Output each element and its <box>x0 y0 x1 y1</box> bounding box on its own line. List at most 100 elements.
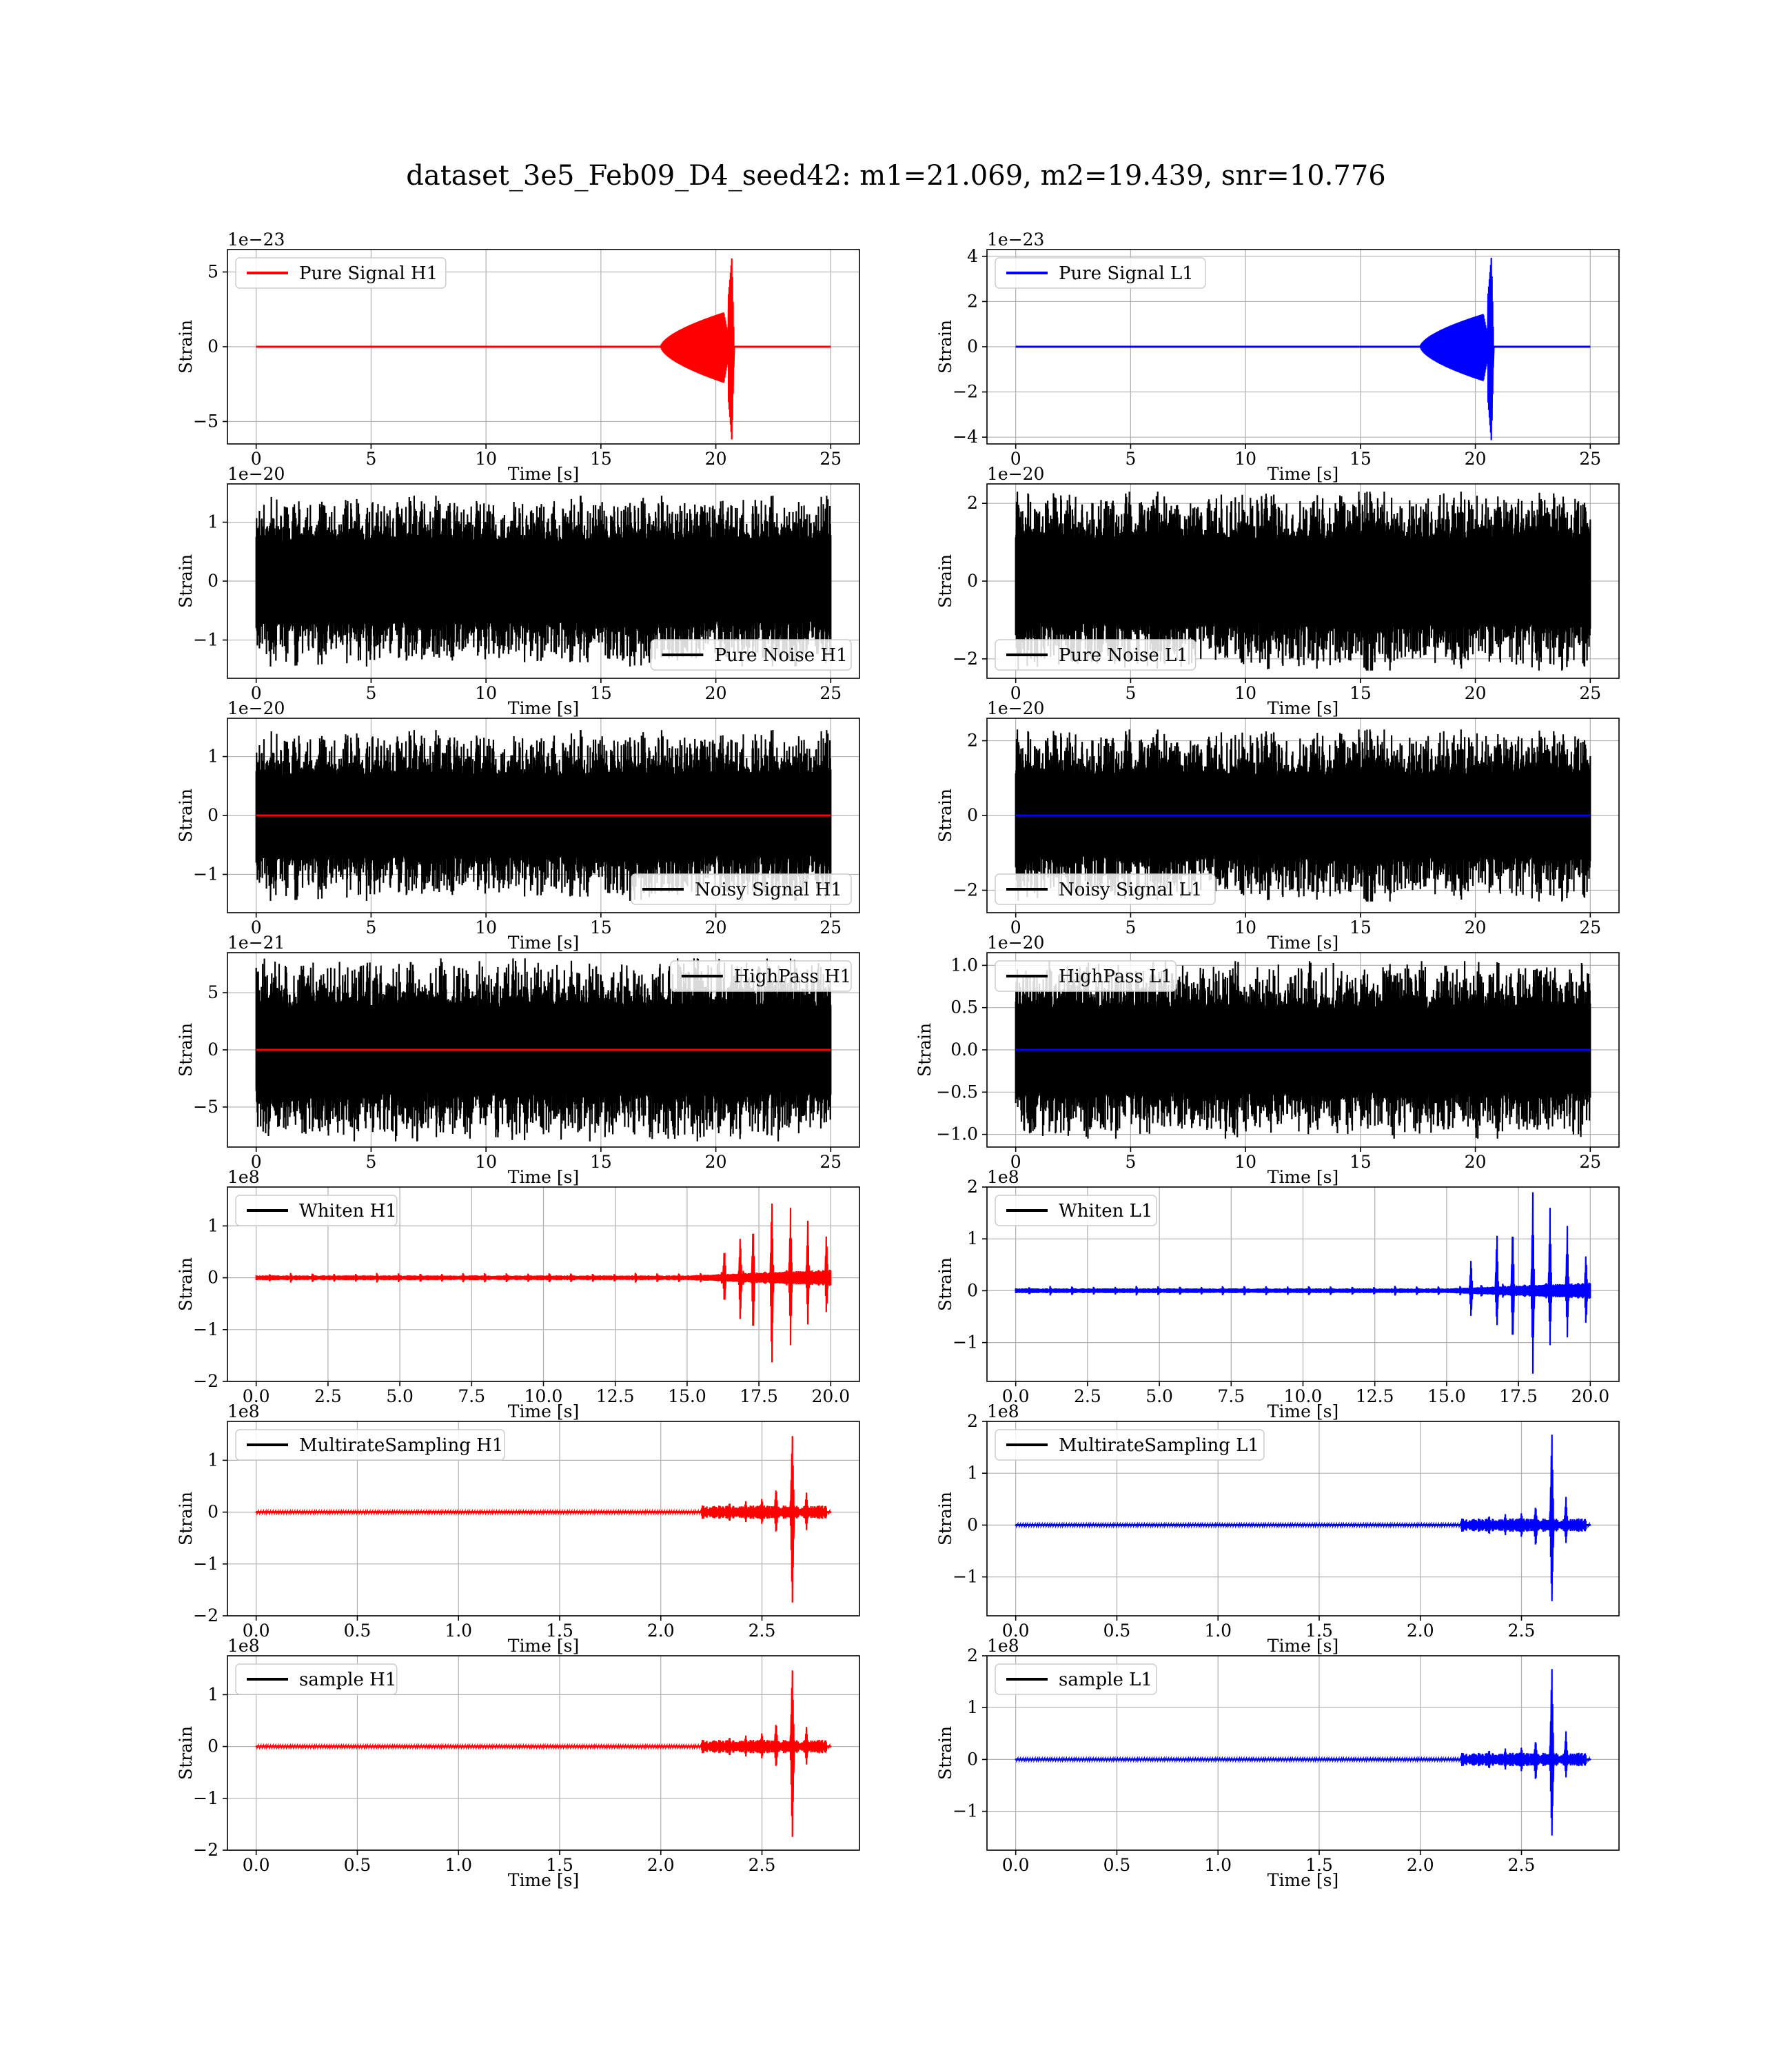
x-tick-label: 20.0 <box>811 1386 850 1406</box>
x-tick-label: 0 <box>1010 449 1021 469</box>
legend: sample H1 <box>235 1663 398 1695</box>
plot-area <box>1015 1192 1591 1374</box>
y-axis-label: Strain <box>935 1257 955 1311</box>
subplot-sample-l1: 0.0 0.5 1.0 1.5 2.0 2.5 −1 0 1 2 1e8 Time [s] Strain… <box>935 1636 1620 1890</box>
subplot-whiten-l1: 0.0 2.5 5.0 7.5 10.0 12.5 15.0 17.5 20.0 −1 0 1 2 1e8… <box>935 1167 1620 1421</box>
x-tick-label: 0.5 <box>344 1621 371 1641</box>
y-axis-label: Strain <box>176 1023 196 1077</box>
x-tick-label: 10 <box>1234 1152 1256 1172</box>
y-tick-label: 0 <box>967 1749 978 1769</box>
subplot-pure-noise-l1: 0 5 10 15 20 25 −2 0 2 1e−20 Time [s] Strain Pure No… <box>935 464 1620 718</box>
legend: MultirateSampling L1 <box>995 1429 1265 1461</box>
x-tick-label: 1.0 <box>1204 1621 1232 1641</box>
plot-area <box>255 1203 832 1363</box>
y-axis-label: Strain <box>176 789 196 842</box>
y-tick-label: 1 <box>967 1697 978 1717</box>
y-tick-label: −1 <box>193 1788 218 1808</box>
y-tick-label: 0 <box>207 1502 218 1522</box>
y-tick-label: 1 <box>207 1684 218 1704</box>
x-tick-label: 2.5 <box>1074 1386 1101 1406</box>
subplot-noisy-signal-l1: 0 5 10 15 20 25 −2 0 2 1e−20 Time [s] Strain Noisy S… <box>935 698 1620 953</box>
x-tick-label: 1.5 <box>546 1621 573 1641</box>
x-tick-label: 20 <box>705 1152 727 1172</box>
y-tick-label: 0 <box>207 1736 218 1756</box>
x-tick-label: 10 <box>1234 449 1256 469</box>
x-tick-label: 10 <box>1234 918 1256 937</box>
offset-label: 1e−21 <box>227 933 285 953</box>
legend: sample L1 <box>995 1663 1157 1695</box>
x-tick-label: 25 <box>1579 449 1601 469</box>
x-axis-label: Time [s] <box>508 933 579 953</box>
x-tick-label: 25 <box>819 1152 842 1172</box>
subplot-multirate-l1: 0.0 0.5 1.0 1.5 2.0 2.5 −1 0 1 2 1e8 Time [s] Strain… <box>935 1401 1620 1656</box>
x-tick-label: 25 <box>1579 918 1601 937</box>
x-tick-label: 15 <box>590 683 612 703</box>
x-tick-label: 20.0 <box>1571 1386 1609 1406</box>
y-tick-label: −1 <box>953 1801 978 1821</box>
y-tick-label: −2 <box>193 1605 218 1625</box>
y-tick-label: 1 <box>207 1215 218 1235</box>
y-tick-label: 0.5 <box>950 997 978 1017</box>
x-tick-label: 5 <box>365 1152 376 1172</box>
x-tick-label: 5 <box>365 683 376 703</box>
x-tick-label: 5 <box>1125 683 1136 703</box>
x-tick-label: 15 <box>1350 449 1372 469</box>
subplot-whiten-h1: 0.0 2.5 5.0 7.5 10.0 12.5 15.0 17.5 20.0 −2 −1 0 1 1e… <box>176 1167 860 1421</box>
x-tick-label: 0 <box>251 449 262 469</box>
subplot-noisy-signal-h1: 0 5 10 15 20 25 −1 0 1 1e−20 Time [s] Strain Noisy S… <box>176 698 860 953</box>
offset-label: 1e−20 <box>987 698 1044 718</box>
plot-area <box>1015 257 1591 440</box>
axes-frame <box>227 1421 860 1616</box>
x-axis-label: Time [s] <box>1267 1636 1338 1656</box>
x-axis-label: Time [s] <box>508 1870 579 1890</box>
x-axis-label: Time [s] <box>1267 1870 1338 1890</box>
x-tick-label: 2.5 <box>1508 1855 1536 1875</box>
x-tick-label: 0.5 <box>1103 1855 1131 1875</box>
legend-box <box>995 1663 1157 1695</box>
x-tick-label: 20 <box>705 683 727 703</box>
x-tick-label: 10.0 <box>1284 1386 1323 1406</box>
legend-label: Whiten L1 <box>1059 1201 1152 1221</box>
series-trace-0 <box>1015 961 1591 1139</box>
legend-label: MultirateSampling L1 <box>1059 1435 1259 1456</box>
y-tick-label: 2 <box>967 291 978 311</box>
x-tick-label: 2.0 <box>647 1621 675 1641</box>
legend-box <box>995 1195 1157 1226</box>
legend-box <box>995 960 1177 992</box>
legend-box <box>235 257 447 289</box>
y-axis-label: Strain <box>915 1023 935 1077</box>
y-tick-label: 1 <box>967 1463 978 1483</box>
y-axis-label: Strain <box>176 1257 196 1311</box>
x-tick-label: 25 <box>1579 683 1601 703</box>
legend-label: Noisy Signal L1 <box>1059 880 1202 900</box>
subplot-pure-signal-h1: 0 5 10 15 20 25 −5 0 5 1e−23 Time [s] Strain Pure Si… <box>176 230 860 484</box>
x-tick-label: 17.5 <box>740 1386 778 1406</box>
offset-label: 1e8 <box>987 1401 1019 1421</box>
x-tick-label: 15.0 <box>1427 1386 1466 1406</box>
x-tick-label: 15.0 <box>668 1386 706 1406</box>
legend-box <box>995 1429 1265 1461</box>
plot-area <box>1015 1435 1591 1601</box>
plot-area <box>1015 491 1591 671</box>
y-tick-label: 0 <box>967 805 978 825</box>
y-tick-label: −1 <box>193 1554 218 1574</box>
x-tick-label: 1.5 <box>1305 1621 1333 1641</box>
y-tick-label: 0 <box>967 1280 978 1300</box>
y-tick-label: 0 <box>207 336 218 356</box>
series-trace-0 <box>255 958 832 1142</box>
plot-area <box>1015 729 1591 902</box>
y-tick-label: 1 <box>967 1228 978 1248</box>
legend: Pure Noise L1 <box>995 639 1197 671</box>
plot-area <box>255 958 832 1142</box>
axes-frame <box>986 1655 1620 1851</box>
legend-box <box>650 639 852 671</box>
x-tick-label: 0.0 <box>243 1621 270 1641</box>
x-tick-label: 5 <box>1125 449 1136 469</box>
x-tick-label: 1.0 <box>445 1855 472 1875</box>
offset-label: 1e8 <box>227 1636 260 1656</box>
x-axis-label: Time [s] <box>1267 933 1338 953</box>
x-tick-label: 0.5 <box>1103 1621 1131 1641</box>
plot-area <box>1015 1669 1591 1836</box>
legend-label: Noisy Signal H1 <box>695 880 842 900</box>
x-tick-label: 7.5 <box>458 1386 485 1406</box>
